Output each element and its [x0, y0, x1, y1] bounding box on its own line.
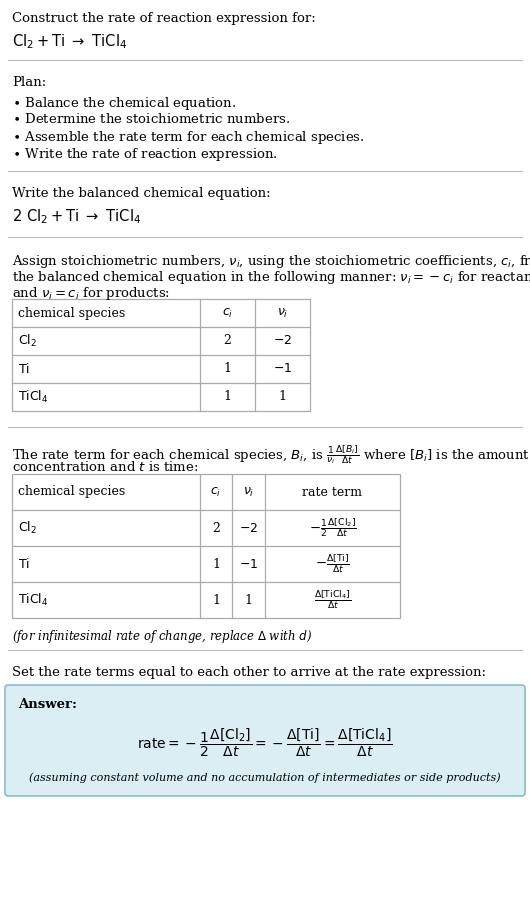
Text: $\bullet$ Balance the chemical equation.: $\bullet$ Balance the chemical equation. [12, 95, 236, 112]
Text: 1: 1 [224, 390, 232, 403]
Text: concentration and $t$ is time:: concentration and $t$ is time: [12, 460, 198, 474]
Text: 1: 1 [212, 558, 220, 571]
Bar [12, 474, 400, 618]
Text: $\mathrm{TiCl_4}$: $\mathrm{TiCl_4}$ [18, 592, 48, 608]
Text: $-2$: $-2$ [273, 335, 292, 348]
Text: $\mathrm{rate} = -\dfrac{1}{2}\dfrac{\Delta[\mathrm{Cl_2}]}{\Delta t} = -\dfrac{: $\mathrm{rate} = -\dfrac{1}{2}\dfrac{\De… [137, 727, 393, 759]
Text: $\mathrm{Ti}$: $\mathrm{Ti}$ [18, 557, 30, 571]
Text: $\nu_i$: $\nu_i$ [277, 307, 288, 319]
Text: the balanced chemical equation in the following manner: $\nu_i = -c_i$ for react: the balanced chemical equation in the fo… [12, 269, 530, 286]
Text: Assign stoichiometric numbers, $\nu_i$, using the stoichiometric coefficients, $: Assign stoichiometric numbers, $\nu_i$, … [12, 253, 530, 270]
Text: Set the rate terms equal to each other to arrive at the rate expression:: Set the rate terms equal to each other t… [12, 666, 486, 679]
Text: $\mathrm{Ti}$: $\mathrm{Ti}$ [18, 362, 30, 376]
Text: $c_i$: $c_i$ [210, 485, 222, 499]
FancyBboxPatch shape [5, 685, 525, 796]
Text: Plan:: Plan: [12, 76, 46, 89]
Text: $\mathrm{Cl_2}$: $\mathrm{Cl_2}$ [18, 333, 37, 349]
Text: $\bullet$ Write the rate of reaction expression.: $\bullet$ Write the rate of reaction exp… [12, 146, 278, 163]
Text: $-1$: $-1$ [273, 362, 292, 376]
Text: 1: 1 [224, 362, 232, 376]
Text: $\bullet$ Determine the stoichiometric numbers.: $\bullet$ Determine the stoichiometric n… [12, 112, 290, 126]
Text: Answer:: Answer: [18, 698, 77, 711]
Text: $-\frac{1}{2}\frac{\Delta[\mathrm{Cl_2}]}{\Delta t}$: $-\frac{1}{2}\frac{\Delta[\mathrm{Cl_2}]… [308, 517, 356, 540]
Text: 2: 2 [224, 335, 232, 348]
Text: The rate term for each chemical species, $B_i$, is $\frac{1}{\nu_i}\frac{\Delta[: The rate term for each chemical species,… [12, 443, 530, 466]
Text: rate term: rate term [303, 486, 363, 499]
Text: $-1$: $-1$ [239, 558, 258, 571]
Text: 1: 1 [278, 390, 287, 403]
Text: 1: 1 [212, 593, 220, 606]
Text: chemical species: chemical species [18, 486, 125, 499]
Text: $-2$: $-2$ [239, 521, 258, 534]
Text: $\mathrm{TiCl_4}$: $\mathrm{TiCl_4}$ [18, 389, 48, 405]
Bar [12, 299, 310, 411]
Text: and $\nu_i = c_i$ for products:: and $\nu_i = c_i$ for products: [12, 285, 170, 302]
Text: 2: 2 [212, 521, 220, 534]
Text: $-\frac{\Delta[\mathrm{Ti}]}{\Delta t}$: $-\frac{\Delta[\mathrm{Ti}]}{\Delta t}$ [315, 553, 350, 575]
Text: 1: 1 [244, 593, 252, 606]
Text: $\mathrm{Cl_2}$: $\mathrm{Cl_2}$ [18, 520, 37, 536]
Text: Construct the rate of reaction expression for:: Construct the rate of reaction expressio… [12, 12, 316, 25]
Text: Write the balanced chemical equation:: Write the balanced chemical equation: [12, 187, 271, 200]
Text: $\mathrm{Cl_2 + Ti\ \rightarrow\ TiCl_4}$: $\mathrm{Cl_2 + Ti\ \rightarrow\ TiCl_4}… [12, 32, 127, 51]
Text: (for infinitesimal rate of change, replace $\Delta$ with $d$): (for infinitesimal rate of change, repla… [12, 628, 312, 645]
Text: $\nu_i$: $\nu_i$ [243, 485, 254, 499]
Text: $\mathrm{2\ Cl_2 + Ti\ \rightarrow\ TiCl_4}$: $\mathrm{2\ Cl_2 + Ti\ \rightarrow\ TiCl… [12, 207, 141, 226]
Text: (assuming constant volume and no accumulation of intermediates or side products): (assuming constant volume and no accumul… [29, 773, 501, 783]
Text: chemical species: chemical species [18, 307, 125, 319]
Text: $\bullet$ Assemble the rate term for each chemical species.: $\bullet$ Assemble the rate term for eac… [12, 129, 365, 146]
Text: $c_i$: $c_i$ [222, 307, 233, 319]
Text: $\frac{\Delta[\mathrm{TiCl_4}]}{\Delta t}$: $\frac{\Delta[\mathrm{TiCl_4}]}{\Delta t… [314, 589, 351, 612]
